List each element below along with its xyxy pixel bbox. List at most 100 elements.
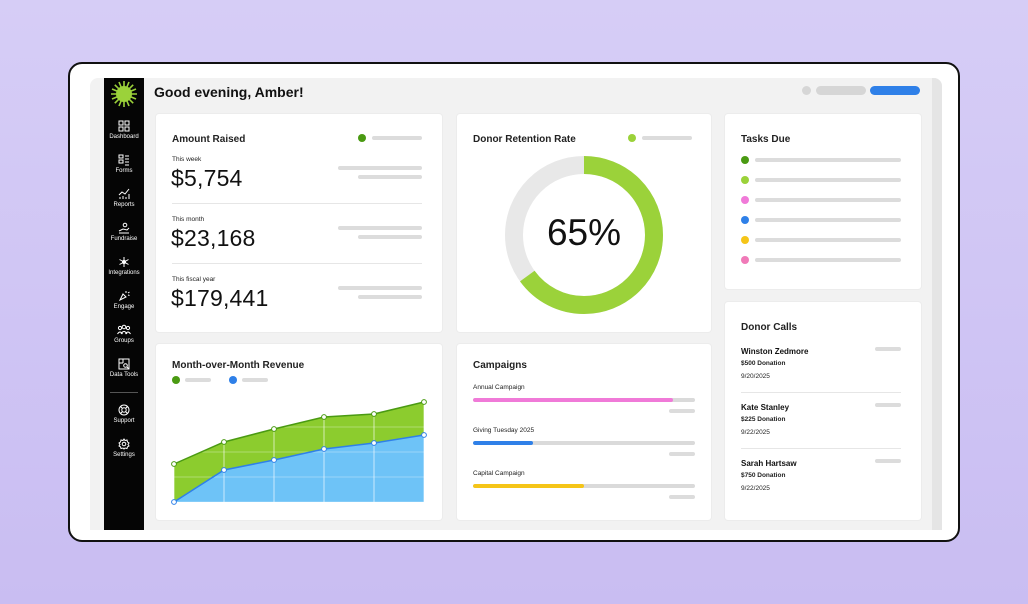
donor-retention-card: Donor Retention Rate 65% [457, 114, 711, 332]
dashboard-icon [118, 120, 130, 132]
sidebar-item-fundraise[interactable]: Fundraise [104, 222, 144, 242]
task-item-placeholder[interactable] [755, 258, 901, 262]
topbar-menu-button[interactable] [816, 86, 866, 95]
donor-name[interactable]: Sarah Hartsaw [741, 459, 797, 468]
sidebar-item-groups[interactable]: Groups [104, 324, 144, 344]
status-indicator[interactable] [802, 86, 811, 95]
campaign-label[interactable]: Capital Campaign [473, 470, 525, 477]
placeholder [372, 136, 422, 140]
task-item-placeholder[interactable] [755, 198, 901, 202]
placeholder [875, 459, 901, 463]
green-series-line [173, 401, 425, 465]
donor-name[interactable]: Kate Stanley [741, 403, 790, 412]
campaign-label[interactable]: Annual Campaign [473, 384, 525, 391]
donation-amount: $225 Donation [741, 416, 786, 423]
placeholder [358, 235, 422, 239]
legend-dot [358, 134, 366, 142]
green-series-point [171, 461, 177, 467]
placeholder [669, 452, 695, 456]
sidebar-item-engage[interactable]: Engage [104, 290, 144, 310]
placeholder [642, 136, 692, 140]
amount-value: $179,441 [171, 285, 269, 311]
sidebar-item-integrations[interactable]: Integrations [104, 256, 144, 276]
task-status-dot [741, 176, 749, 184]
placeholder [338, 226, 422, 230]
task-item-placeholder[interactable] [755, 238, 901, 242]
blue-series-point [421, 432, 427, 438]
campaign-progress-fill [473, 484, 584, 488]
card-title: Month-over-Month Revenue [172, 360, 305, 371]
blue-series-point [321, 446, 327, 452]
divider [172, 203, 422, 204]
green-series-point [221, 439, 227, 445]
sidebar-item-label: Groups [114, 338, 134, 344]
reports-icon [118, 188, 130, 199]
donor-calls-card: Donor Calls Winston Zedmore $500 Donatio… [725, 302, 921, 520]
campaign-progress-fill [473, 398, 673, 402]
browser-frame: Dashboard Forms Reports Fundraise Integr… [68, 62, 960, 542]
placeholder [185, 378, 211, 382]
donut-progress [505, 156, 663, 314]
window-edge [932, 78, 942, 530]
sidebar-item-support[interactable]: Support [104, 404, 144, 424]
sidebar-item-settings[interactable]: Settings [104, 438, 144, 458]
blue-series-point [271, 457, 277, 463]
sidebar: Dashboard Forms Reports Fundraise Integr… [104, 78, 144, 530]
placeholder [875, 403, 901, 407]
support-icon [118, 404, 130, 416]
period-label: This week [172, 156, 202, 163]
amount-raised-card: Amount Raised This week $5,754 This mont… [156, 114, 442, 332]
blue-series-point [221, 467, 227, 473]
campaign-progress-track [473, 441, 695, 445]
divider [172, 263, 422, 264]
sidebar-item-label: Reports [113, 202, 135, 208]
card-title: Donor Calls [741, 322, 798, 333]
sidebar-item-label: Settings [113, 452, 135, 458]
integrations-icon [119, 257, 129, 267]
campaign-progress-track [473, 398, 695, 402]
logo-icon [111, 81, 137, 107]
campaign-progress-track [473, 484, 695, 488]
campaign-label[interactable]: Giving Tuesday 2025 [473, 427, 535, 434]
donation-amount: $500 Donation [741, 360, 786, 367]
forms-icon [118, 154, 129, 166]
sidebar-item-label: Integrations [108, 270, 140, 276]
task-status-dot [741, 216, 749, 224]
sidebar-divider [110, 392, 138, 393]
campaigns-card: Campaigns Annual Campaign Giving Tuesday… [457, 344, 711, 520]
legend-dot [172, 376, 180, 384]
campaign-progress-fill [473, 441, 533, 445]
sidebar-item-data-tools[interactable]: Data Tools [104, 358, 144, 378]
donation-date: 9/22/2025 [741, 485, 770, 492]
green-series-point [321, 414, 327, 420]
divider [741, 448, 901, 449]
legend-dot [628, 134, 636, 142]
retention-value: 65% [546, 212, 622, 253]
card-title: Tasks Due [741, 134, 791, 145]
settings-icon [118, 438, 130, 450]
task-item-placeholder[interactable] [755, 218, 901, 222]
task-status-dot [741, 236, 749, 244]
sidebar-item-forms[interactable]: Forms [104, 154, 144, 174]
task-item-placeholder[interactable] [755, 158, 901, 162]
donor-name[interactable]: Winston Zedmore [741, 347, 809, 356]
card-title: Campaigns [473, 360, 527, 371]
blue-series-point [171, 499, 177, 505]
engage-icon [118, 291, 130, 302]
sidebar-item-label: Dashboard [109, 134, 139, 140]
sidebar-item-reports[interactable]: Reports [104, 188, 144, 208]
card-title: Amount Raised [172, 134, 246, 145]
groups-icon [117, 324, 131, 335]
placeholder [338, 166, 422, 170]
task-status-dot [741, 156, 749, 164]
placeholder [669, 409, 695, 413]
task-item-placeholder[interactable] [755, 178, 901, 182]
green-series-point [271, 426, 277, 432]
placeholder [358, 175, 422, 179]
tasks-due-card: Tasks Due [725, 114, 921, 289]
placeholder [669, 495, 695, 499]
topbar-primary-button[interactable] [870, 86, 920, 95]
task-status-dot [741, 196, 749, 204]
sidebar-item-dashboard[interactable]: Dashboard [104, 120, 144, 140]
blue-series-point [371, 440, 377, 446]
